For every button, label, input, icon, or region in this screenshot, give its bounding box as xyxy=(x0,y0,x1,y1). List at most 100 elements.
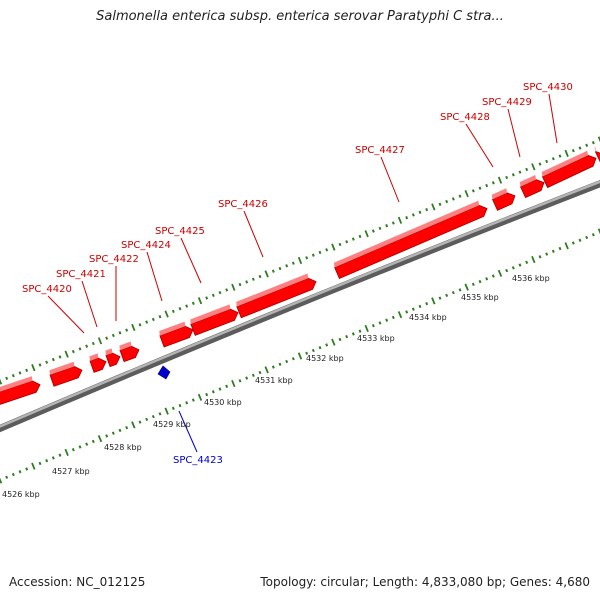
inner-tick xyxy=(185,401,189,405)
inner-tick xyxy=(431,297,436,305)
outer-tick xyxy=(205,296,209,300)
forward-gene[interactable] xyxy=(541,150,597,189)
inner-tick xyxy=(291,357,295,361)
scale-label: 4534 kbp xyxy=(409,313,447,322)
inner-tick xyxy=(251,373,255,377)
inner-tick xyxy=(471,282,475,287)
scale-label: 4530 kbp xyxy=(204,398,242,407)
gene-label[interactable]: SPC_4420 xyxy=(22,284,72,295)
inner-tick xyxy=(111,431,115,435)
inner-tick xyxy=(238,379,242,383)
outer-tick xyxy=(397,216,403,224)
outer-tick xyxy=(197,297,203,305)
outer-tick xyxy=(458,194,462,198)
map-title: Salmonella enterica subsp. enterica sero… xyxy=(96,9,504,24)
scale-label: 4535 kbp xyxy=(461,293,499,302)
outer-tick xyxy=(131,323,136,332)
forward-gene[interactable] xyxy=(236,273,317,319)
inner-tick xyxy=(345,335,349,339)
outer-tick xyxy=(25,368,29,372)
outer-tick xyxy=(511,173,515,177)
outer-tick xyxy=(371,229,375,233)
outer-tick xyxy=(364,230,369,238)
outer-tick xyxy=(531,163,536,171)
outer-tick xyxy=(331,243,336,251)
outer-tick xyxy=(45,360,49,364)
forward-gene[interactable] xyxy=(519,174,545,199)
inner-tick xyxy=(197,393,203,401)
inner-tick xyxy=(451,290,455,295)
gene-label[interactable]: SPC_4426 xyxy=(218,199,268,210)
gene-label[interactable]: SPC_4427 xyxy=(355,145,405,156)
forward-gene[interactable] xyxy=(49,361,83,387)
forward-gene[interactable] xyxy=(89,353,107,373)
gene-label[interactable]: SPC_4425 xyxy=(155,226,205,237)
outer-tick xyxy=(478,186,482,190)
gene-label[interactable]: SPC_4422 xyxy=(89,254,139,265)
inner-tick xyxy=(264,366,269,374)
forward-gene[interactable] xyxy=(105,348,121,368)
forward-gene[interactable] xyxy=(0,376,41,407)
inner-tick xyxy=(218,387,222,391)
inner-tick xyxy=(64,448,69,457)
forward-gene[interactable] xyxy=(333,200,488,280)
gene-label[interactable]: SPC_4423 xyxy=(173,455,223,466)
inner-tick xyxy=(311,348,315,353)
outer-tick xyxy=(291,261,295,265)
outer-tick xyxy=(491,181,495,185)
forward-gene[interactable] xyxy=(119,341,140,363)
inner-tick xyxy=(51,456,55,460)
inner-tick xyxy=(25,467,29,471)
gene-label[interactable]: SPC_4430 xyxy=(523,82,573,93)
outer-tick xyxy=(178,307,182,311)
inner-tick xyxy=(71,448,75,452)
inner-tick xyxy=(445,293,449,298)
scale-labels: 4526 kbp 4527 kbp 4528 kbp 4529 kbp 4530 kbp… xyxy=(2,274,550,499)
inner-tick xyxy=(405,310,409,314)
inner-tick xyxy=(78,445,82,449)
inner-tick xyxy=(131,421,136,429)
outer-tick xyxy=(325,248,329,252)
gene-label[interactable]: SPC_4421 xyxy=(56,269,106,280)
inner-tick xyxy=(258,370,262,375)
outer-tick xyxy=(285,264,289,268)
forward-gene[interactable] xyxy=(190,304,239,336)
inner-tick xyxy=(5,475,9,479)
inner-tick xyxy=(325,343,329,347)
inner-tick xyxy=(351,332,355,336)
scale-label: 4533 kbp xyxy=(357,334,395,343)
gene-label[interactable]: SPC_4429 xyxy=(482,97,532,108)
outer-tick xyxy=(11,373,15,378)
inner-tick xyxy=(411,307,415,311)
forward-gene[interactable] xyxy=(159,321,194,348)
inner-tick xyxy=(211,390,215,394)
outer-tick xyxy=(251,277,255,281)
outer-tick xyxy=(218,290,222,295)
inner-tick xyxy=(438,296,442,300)
gene-label[interactable]: SPC_4424 xyxy=(121,240,171,251)
inner-tick xyxy=(158,412,162,416)
outer-tick xyxy=(225,288,229,292)
outer-tick xyxy=(158,315,162,319)
outer-tick xyxy=(451,197,455,201)
outer-tick xyxy=(64,350,69,358)
inner-tick xyxy=(518,263,522,267)
inner-tick xyxy=(285,359,289,364)
outer-tick xyxy=(125,328,129,332)
outer-tick xyxy=(118,331,122,335)
gene-label[interactable]: SPC_4428 xyxy=(440,112,490,123)
forward-gene[interactable] xyxy=(491,188,516,211)
reverse-gene[interactable] xyxy=(157,365,171,380)
inner-tick xyxy=(591,233,595,237)
inner-tick xyxy=(125,425,129,430)
outer-tick xyxy=(311,253,315,257)
inner-tick xyxy=(597,228,600,235)
inner-tick xyxy=(118,428,122,433)
genome-summary: Topology: circular; Length: 4,833,080 bp… xyxy=(260,575,590,589)
outer-tick xyxy=(438,202,442,206)
inner-tick xyxy=(38,461,42,466)
inner-tick xyxy=(151,414,155,419)
outer-tick xyxy=(585,143,589,148)
outer-tick xyxy=(425,207,429,212)
